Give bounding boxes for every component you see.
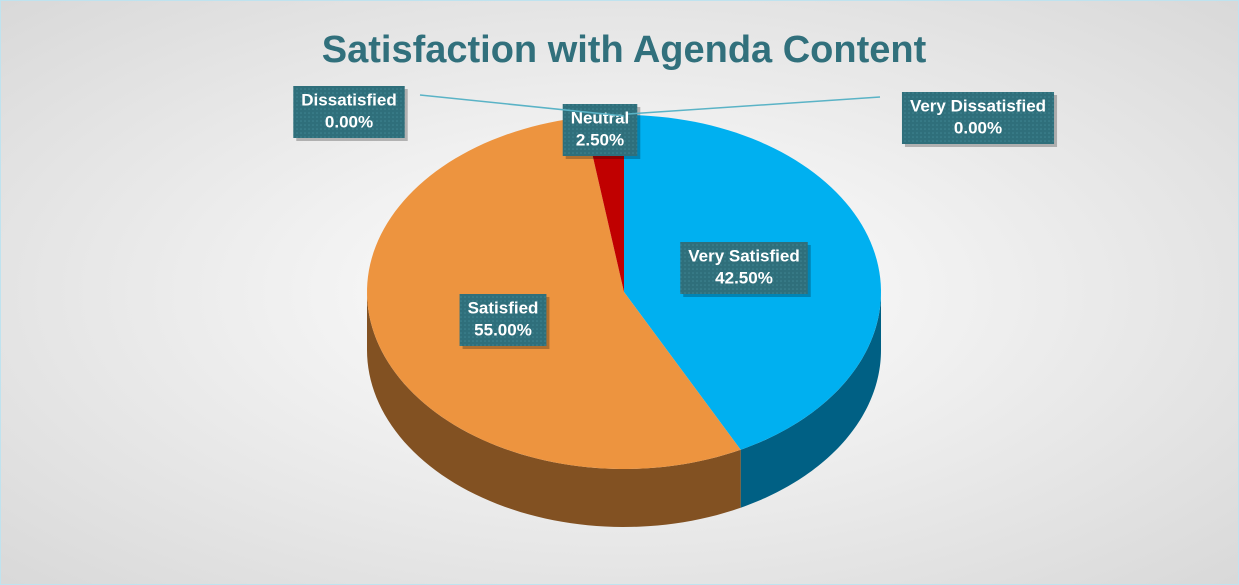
label-value: 0.00% xyxy=(325,112,373,131)
label-category: Neutral xyxy=(571,108,630,127)
data-label: Satisfied 55.00% xyxy=(459,294,550,349)
data-label: Very Dissatisfied 0.00% xyxy=(901,92,1058,147)
pie-slice xyxy=(583,115,624,292)
label-box xyxy=(459,294,547,346)
label-value: 42.50% xyxy=(715,268,773,287)
leader-line xyxy=(627,96,881,115)
label-value: 0.00% xyxy=(954,118,1002,137)
data-label: Very Satisfied 42.50% xyxy=(680,242,811,297)
label-category: Satisfied xyxy=(468,298,539,317)
data-label: Dissatisfied 0.00% xyxy=(293,86,408,141)
label-box xyxy=(562,104,638,156)
label-value: 55.00% xyxy=(474,320,532,339)
label-box xyxy=(293,86,405,138)
label-box xyxy=(901,92,1055,144)
chart-title: Satisfaction with Agenda Content xyxy=(322,29,927,71)
label-category: Very Dissatisfied xyxy=(910,96,1046,115)
pie-side xyxy=(367,292,741,527)
pie-slice xyxy=(367,117,741,469)
label-box xyxy=(680,242,808,294)
pie-side xyxy=(740,292,881,508)
data-label: Neutral 2.50% xyxy=(562,104,641,159)
label-category: Very Satisfied xyxy=(688,246,800,265)
label-value: 2.50% xyxy=(576,130,624,149)
leader-line xyxy=(419,94,625,117)
label-category: Dissatisfied xyxy=(301,90,396,109)
